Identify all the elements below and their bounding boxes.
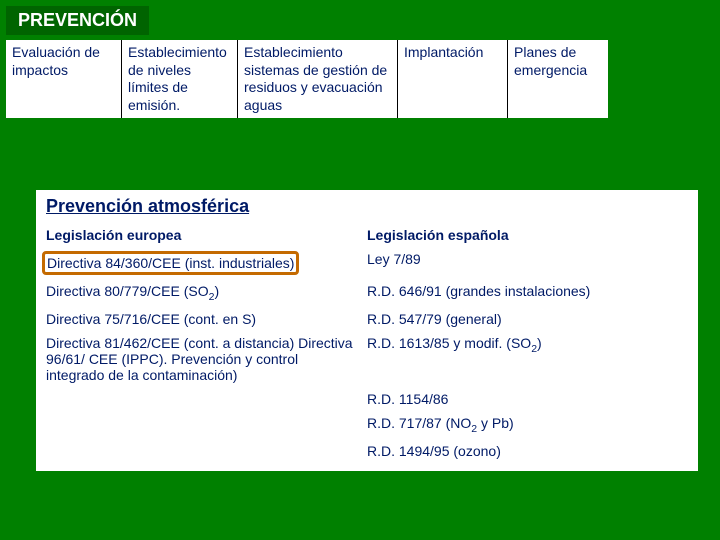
highlight-box: Directiva 84/360/CEE (inst. industriales… bbox=[42, 251, 299, 275]
table-row: R.D. 717/87 (NO2 y Pb) bbox=[46, 411, 688, 439]
row-left bbox=[46, 443, 367, 459]
page-title: PREVENCIÓN bbox=[6, 6, 149, 35]
table-row: R.D. 1494/95 (ozono) bbox=[46, 439, 688, 463]
top-category-cell: Establecimiento de niveles límites de em… bbox=[122, 40, 238, 118]
row-left: Directiva 81/462/CEE (cont. a distancia)… bbox=[46, 335, 367, 383]
row-left bbox=[46, 415, 367, 435]
row-right: R.D. 717/87 (NO2 y Pb) bbox=[367, 415, 688, 435]
top-categories-row: Evaluación de impactosEstablecimiento de… bbox=[6, 40, 714, 118]
table-header-row: Legislación europea Legislación española bbox=[46, 223, 688, 247]
table-row: Directiva 80/779/CEE (SO2)R.D. 646/91 (g… bbox=[46, 279, 688, 307]
row-left: Directiva 84/360/CEE (inst. industriales… bbox=[46, 251, 367, 275]
row-left bbox=[46, 391, 367, 407]
header-right: Legislación española bbox=[367, 227, 688, 243]
top-category-cell: Establecimiento sistemas de gestión de r… bbox=[238, 40, 398, 118]
top-category-cell: Planes de emergencia bbox=[508, 40, 608, 118]
row-right: R.D. 1494/95 (ozono) bbox=[367, 443, 688, 459]
top-category-cell: Evaluación de impactos bbox=[6, 40, 122, 118]
header-left: Legislación europea bbox=[46, 227, 367, 243]
row-right: R.D. 547/79 (general) bbox=[367, 311, 688, 327]
row-right: Ley 7/89 bbox=[367, 251, 688, 275]
table-row: Directiva 84/360/CEE (inst. industriales… bbox=[46, 247, 688, 279]
row-right: R.D. 1154/86 bbox=[367, 391, 688, 407]
section-title: Prevención atmosférica bbox=[46, 196, 688, 217]
row-right: R.D. 1613/85 y modif. (SO2) bbox=[367, 335, 688, 383]
row-left: Directiva 80/779/CEE (SO2) bbox=[46, 283, 367, 303]
table-row: R.D. 1154/86 bbox=[46, 387, 688, 411]
table-row: Directiva 81/462/CEE (cont. a distancia)… bbox=[46, 331, 688, 387]
row-right: R.D. 646/91 (grandes instalaciones) bbox=[367, 283, 688, 303]
table-row: Directiva 75/716/CEE (cont. en S)R.D. 54… bbox=[46, 307, 688, 331]
content-panel: Prevención atmosférica Legislación europ… bbox=[36, 190, 698, 471]
top-category-cell: Implantación bbox=[398, 40, 508, 118]
row-left: Directiva 75/716/CEE (cont. en S) bbox=[46, 311, 367, 327]
